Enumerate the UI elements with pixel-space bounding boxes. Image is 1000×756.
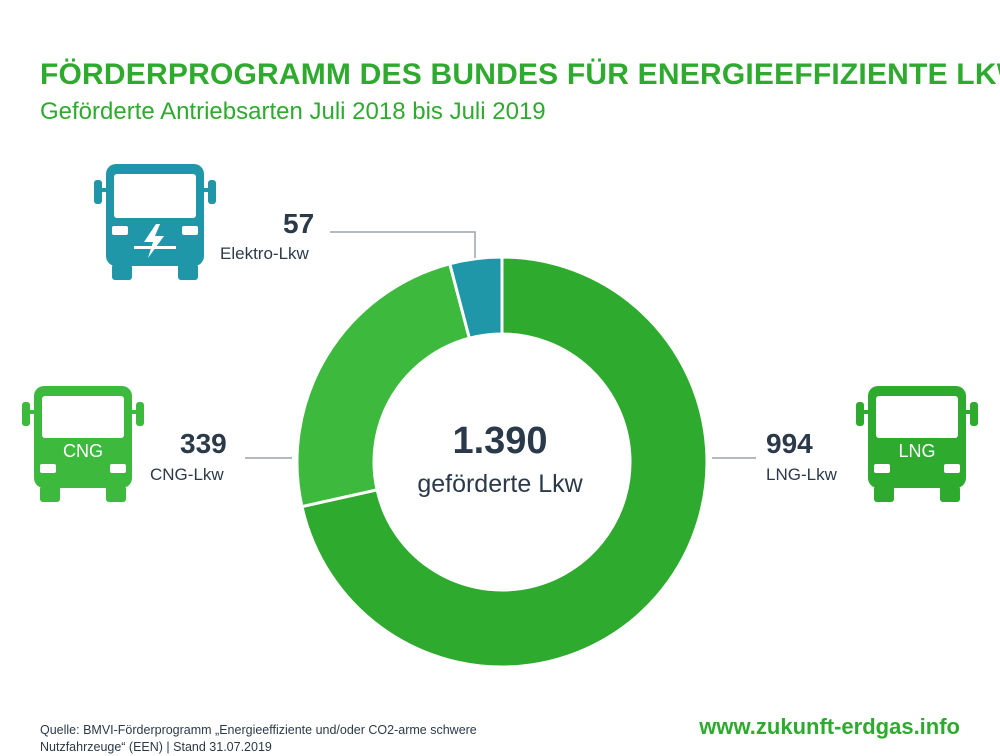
elektro-leader-line xyxy=(330,231,476,258)
cng-truck-icon: CNG xyxy=(22,386,144,502)
donut-segment-cng-lkw xyxy=(295,261,472,509)
donut-segment-elektro-lkw xyxy=(447,255,504,341)
source-note: Quelle: BMVI-Förderprogramm „Energieeffi… xyxy=(40,723,477,754)
chart-title: FÖRDERPROGRAMM DES BUNDES FÜR ENERGIEEFF… xyxy=(40,58,1000,91)
total-value: 1.390 xyxy=(452,420,548,462)
total-label: geförderte Lkw xyxy=(417,470,583,498)
lng-icon-text: LNG xyxy=(898,441,935,461)
lng-label: LNG-Lkw xyxy=(766,465,837,484)
lng-value: 994 xyxy=(766,428,813,459)
cng-icon-text: CNG xyxy=(63,441,103,461)
elektro-value: 57 xyxy=(283,208,315,239)
cng-label: CNG-Lkw xyxy=(150,465,224,484)
cng-value: 339 xyxy=(180,428,227,459)
donut-segment-lng-lkw xyxy=(300,255,709,669)
elektro-label: Elektro-Lkw xyxy=(220,244,309,263)
chart-subtitle: Geförderte Antriebsarten Juli 2018 bis J… xyxy=(40,98,546,125)
website-link[interactable]: www.zukunft-erdgas.info xyxy=(699,714,960,739)
lng-truck-icon: LNG xyxy=(856,386,978,502)
electric-truck-icon xyxy=(94,164,216,280)
